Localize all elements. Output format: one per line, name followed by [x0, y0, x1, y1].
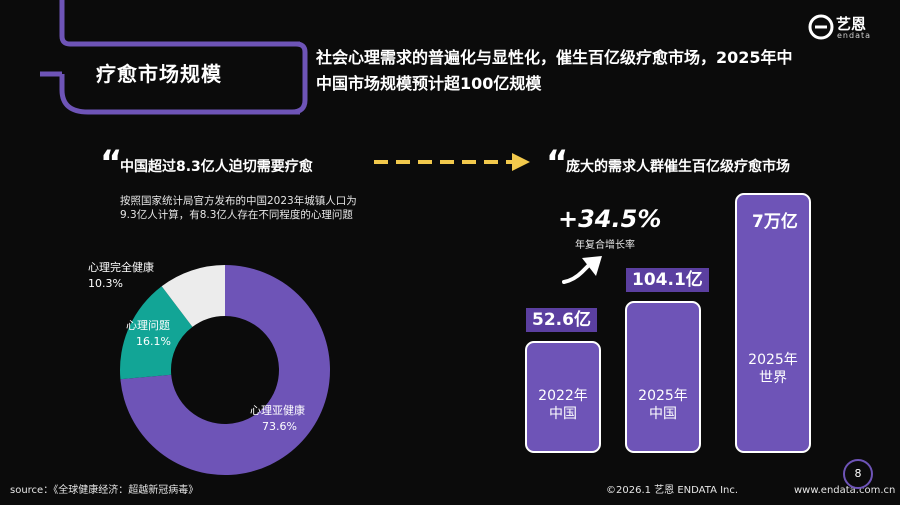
bar-value-label-2022-china: 52.6亿 [526, 308, 597, 332]
headline-line-2: 中国市场规模预计超100亿规模 [316, 74, 542, 93]
bar-value-label-2025-world: 7万亿 [752, 212, 798, 232]
bar-category-2025-china: 2025年中国 [638, 388, 688, 422]
bar-category-2025-world: 2025年世界 [748, 352, 798, 386]
slice-label-problem: 心理问题 16.1% [126, 318, 171, 350]
source-note: source：《全球健康经济：超越新冠病毒》 [10, 485, 199, 496]
headline-line-1: 社会心理需求的普遍化与显性化，催生百亿级疗愈市场，2025年中 [316, 48, 793, 67]
bar-2022-china [525, 341, 601, 453]
slice-value-subhealthy: 73.6% [262, 420, 297, 433]
growth-arrow-icon [562, 256, 602, 284]
slice-label-subhealthy: 心理亚健康 73.6% [250, 403, 305, 435]
bar-chart: 2022年中国 2025年中国 2025年世界 52.6亿 104.1亿 7万亿 [510, 180, 840, 480]
logo-text: 艺恩 [836, 15, 867, 33]
cagr-label: 年复合增长率 [575, 240, 635, 251]
copyright: ©2026.1 艺恩 ENDATA Inc. [606, 485, 739, 496]
donut-slice-problem [120, 286, 193, 380]
slice-name-subhealthy: 心理亚健康 [250, 404, 305, 417]
header-decoration [40, 0, 308, 115]
slice-name-problem: 心理问题 [126, 319, 170, 332]
donut-slice-subhealthy [120, 265, 330, 475]
slice-value-problem: 16.1% [136, 335, 171, 348]
slice-value-healthy: 10.3% [88, 277, 123, 290]
page-number: 8 [843, 459, 873, 489]
left-panel-description: 按照国家统计局官方发布的中国2023年城镇人口为9.3亿人计算，有8.3亿人存在… [120, 195, 357, 221]
left-panel-title: 中国超过8.3亿人迫切需要疗愈 [120, 159, 313, 175]
cagr-value: +34.5% [558, 205, 662, 233]
headline: 社会心理需求的普遍化与显性化，催生百亿级疗愈市场，2025年中 中国市场规模预计… [316, 45, 886, 97]
logo-subtext: endata [837, 31, 872, 40]
donut-chart [120, 265, 330, 475]
bar-2025-china [625, 301, 701, 453]
slice-name-healthy: 心理完全健康 [88, 261, 154, 274]
endata-logo-icon [808, 14, 834, 40]
dashed-arrow-icon [374, 153, 530, 171]
quote-mark-icon: “ [100, 143, 123, 183]
bar-category-2022-china: 2022年中国 [538, 388, 588, 422]
donut-slice-healthy [161, 265, 225, 327]
bar-2025-world [735, 193, 811, 453]
bar-value-label-2025-china: 104.1亿 [626, 268, 709, 292]
section-title: 疗愈市场规模 [96, 62, 222, 86]
quote-mark-icon: “ [546, 143, 569, 183]
right-panel-title: 庞大的需求人群催生百亿级疗愈市场 [566, 159, 790, 175]
slice-label-healthy: 心理完全健康 10.3% [88, 260, 154, 292]
website-url[interactable]: www.endata.com.cn [794, 485, 896, 496]
